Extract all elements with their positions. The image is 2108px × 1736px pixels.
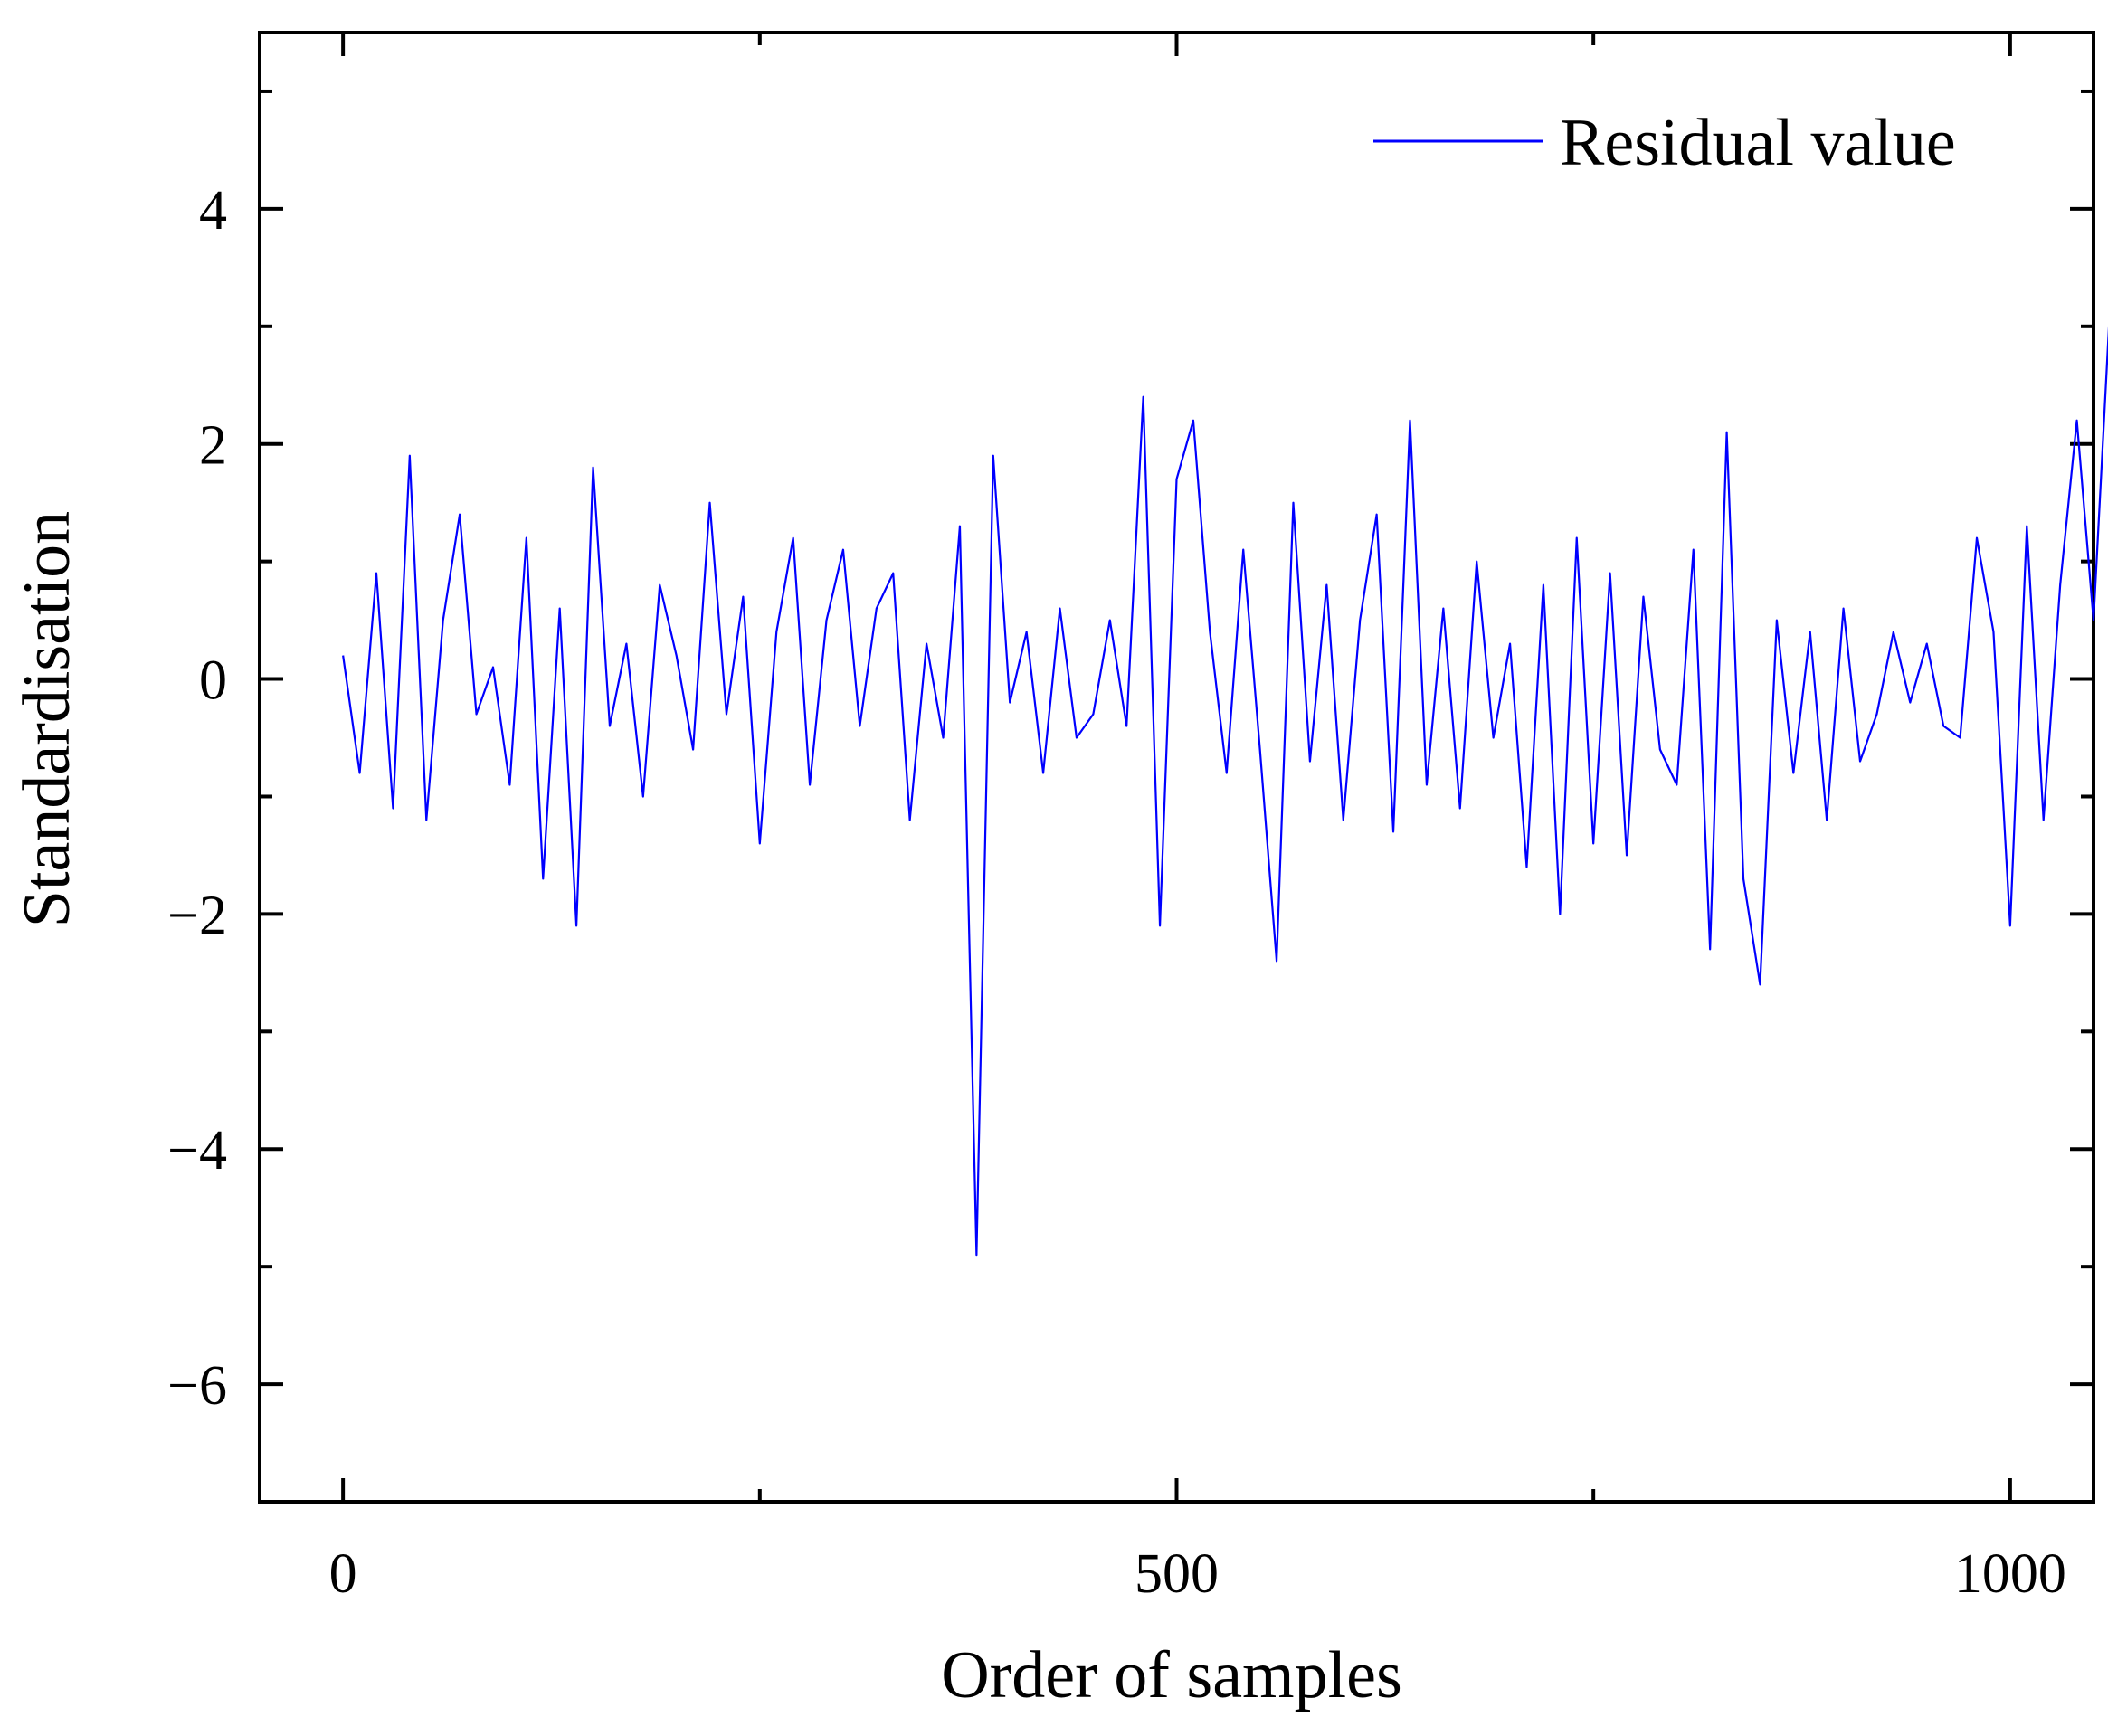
x-tick-label: 1000 bbox=[1954, 1543, 2066, 1605]
y-tick-label: 4 bbox=[199, 180, 227, 242]
y-tick-label: −4 bbox=[167, 1120, 227, 1181]
legend-label: Residual value bbox=[1560, 106, 1956, 180]
plot-frame bbox=[258, 31, 2095, 1504]
y-axis-title: Standardisation bbox=[10, 511, 84, 927]
y-tick-label: 2 bbox=[199, 415, 227, 477]
x-tick-label: 0 bbox=[329, 1543, 357, 1605]
x-tick-label: 500 bbox=[1135, 1543, 1219, 1605]
series-line-residual-value bbox=[342, 326, 2108, 1257]
y-tick-label: −2 bbox=[167, 885, 227, 946]
tick-marks bbox=[260, 33, 2094, 1504]
x-axis-title: Order of samples bbox=[941, 1638, 1402, 1712]
legend: Residual value bbox=[1373, 106, 1956, 180]
y-tick-label: 0 bbox=[199, 650, 227, 712]
y-tick-label: −6 bbox=[167, 1355, 227, 1417]
tick-labels: 0 500 1000 −6 −4 −2 0 2 4 bbox=[167, 180, 2066, 1605]
